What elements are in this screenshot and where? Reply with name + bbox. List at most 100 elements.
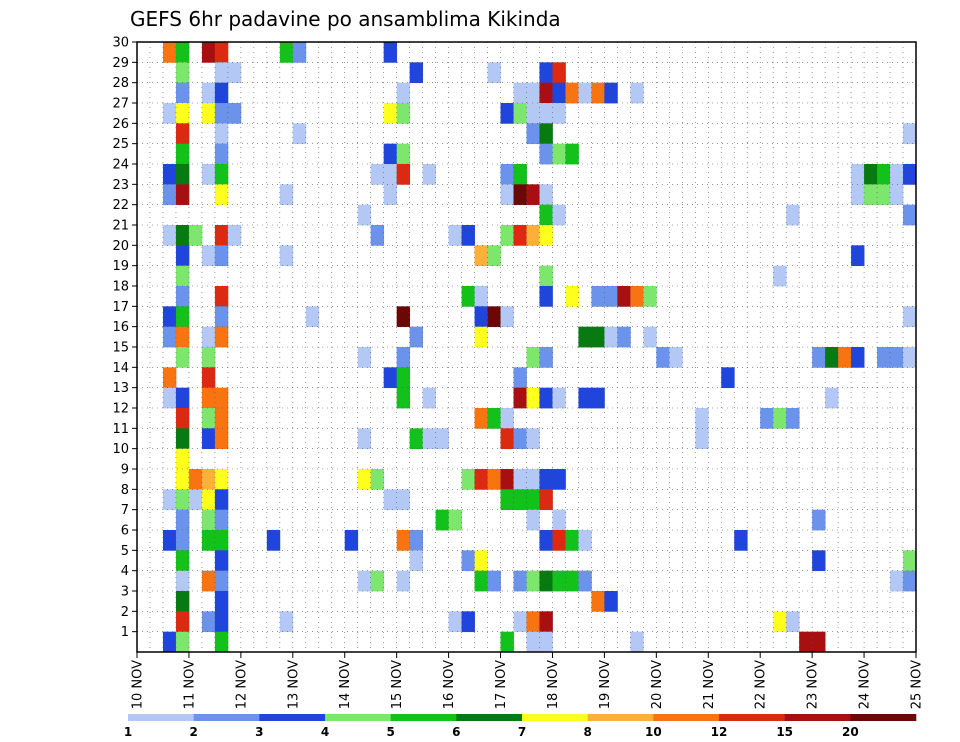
heatmap-cell <box>292 123 307 145</box>
heatmap-cell <box>357 347 372 368</box>
y-tick-label: 6 <box>121 524 129 539</box>
heatmap-cell <box>162 225 177 246</box>
x-tick-label: 16 NOV <box>442 660 457 709</box>
heatmap-cell <box>760 408 774 429</box>
heatmap-cell <box>903 306 917 328</box>
heatmap-cell <box>500 469 514 490</box>
x-tick-label: 15 NOV <box>390 660 405 709</box>
heatmap-cell <box>513 164 527 185</box>
heatmap-cell <box>214 306 229 328</box>
heatmap-cell <box>448 611 462 633</box>
heatmap-cell <box>214 631 229 653</box>
heatmap-cell <box>188 469 203 490</box>
heatmap-cell <box>448 225 462 246</box>
heatmap-cell <box>214 164 229 185</box>
heatmap-cell <box>812 550 826 572</box>
heatmap-cell <box>487 62 501 84</box>
y-tick-label: 2 <box>121 605 129 620</box>
heatmap-cell <box>357 570 372 592</box>
heatmap-cell <box>851 164 865 185</box>
heatmap-cell <box>214 570 229 592</box>
x-tick-label: 12 NOV <box>234 660 249 709</box>
y-tick-label: 10 <box>112 442 129 457</box>
y-tick-label: 4 <box>121 564 129 579</box>
heatmap-cell <box>370 570 385 592</box>
colorbar-label: 6 <box>452 725 460 739</box>
heatmap-cell <box>162 164 177 185</box>
y-tick-label: 8 <box>121 483 129 498</box>
heatmap-cell <box>201 164 216 185</box>
colorbar-label: 2 <box>189 725 197 739</box>
heatmap-cell <box>201 326 216 348</box>
heatmap-cell <box>487 408 501 429</box>
heatmap-cell <box>175 408 190 429</box>
heatmap-cell <box>175 306 190 328</box>
heatmap-cell <box>175 469 190 490</box>
heatmap-cell <box>214 550 229 572</box>
heatmap-cell <box>539 489 553 511</box>
heatmap-cell <box>890 164 904 185</box>
heatmap-cell <box>851 184 865 206</box>
heatmap-cell <box>578 82 592 104</box>
heatmap-cell <box>474 286 488 307</box>
heatmap-cell <box>474 570 488 592</box>
heatmap-cell <box>201 428 216 450</box>
heatmap-cell <box>513 570 527 592</box>
heatmap-cell <box>357 204 372 226</box>
heatmap-cell <box>266 530 281 551</box>
heatmap-cell <box>396 570 411 592</box>
heatmap-cell <box>435 428 449 450</box>
y-tick-label: 29 <box>112 56 129 71</box>
heatmap-cell <box>552 143 566 165</box>
y-tick-label: 14 <box>112 361 129 376</box>
heatmap-cell <box>552 387 566 409</box>
heatmap-cell <box>539 143 553 165</box>
heatmap-cell <box>890 184 904 206</box>
heatmap-cell <box>175 550 190 572</box>
heatmap-cell <box>370 164 385 185</box>
colorbar-swatch <box>719 714 785 721</box>
x-tick-label: 22 NOV <box>754 660 769 709</box>
heatmap-cell <box>539 62 553 84</box>
heatmap-cell <box>383 42 398 63</box>
heatmap-cell <box>396 164 411 185</box>
heatmap-cell <box>812 509 826 531</box>
heatmap-cell <box>279 611 294 633</box>
y-tick-label: 9 <box>121 463 129 478</box>
heatmap-cell <box>903 570 917 592</box>
heatmap-cell <box>656 347 670 368</box>
colorbar-swatch <box>259 714 326 721</box>
heatmap-cell <box>175 286 190 307</box>
heatmap-cell <box>396 306 411 328</box>
x-tick-label: 21 NOV <box>702 660 717 709</box>
heatmap-cell <box>175 591 190 612</box>
y-tick-label: 13 <box>112 381 129 396</box>
heatmap-cell <box>526 387 540 409</box>
heatmap-cell <box>773 611 787 633</box>
y-tick-label: 28 <box>112 76 129 91</box>
x-tick-label: 13 NOV <box>286 660 301 709</box>
x-tick-label: 19 NOV <box>598 660 613 709</box>
heatmap-cell <box>383 489 398 511</box>
heatmap-cell <box>552 82 566 104</box>
heatmap-cell <box>214 286 229 307</box>
heatmap-cell <box>279 42 294 63</box>
heatmap-cell <box>825 387 839 409</box>
colorbar-swatch <box>653 714 720 721</box>
heatmap-cell <box>695 428 709 450</box>
heatmap-cell <box>474 245 488 267</box>
colorbar-label: 20 <box>842 725 859 739</box>
heatmap-cell <box>539 631 553 653</box>
heatmap-cell <box>227 225 242 246</box>
heatmap-cell <box>214 245 229 267</box>
heatmap-cell <box>526 103 540 124</box>
heatmap-cell <box>864 164 878 185</box>
y-tick-label: 3 <box>121 585 129 600</box>
heatmap-cell <box>526 428 540 450</box>
heatmap-cell <box>214 143 229 165</box>
heatmap-cell <box>526 631 540 653</box>
heatmap-cell <box>461 225 475 246</box>
heatmap-cell <box>370 469 385 490</box>
heatmap-cell <box>396 143 411 165</box>
